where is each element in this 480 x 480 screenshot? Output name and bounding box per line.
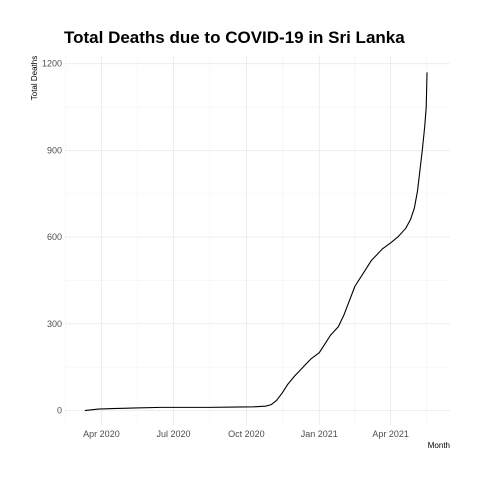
x-tick-label: Jul 2020 xyxy=(157,429,191,439)
major-gridlines xyxy=(65,55,450,425)
y-axis-title: Total Deaths xyxy=(30,56,39,100)
x-tick-label: Apr 2020 xyxy=(83,429,120,439)
y-axis-tick-labels: 0 300 600 900 1200 xyxy=(42,59,62,416)
x-axis-title: Month xyxy=(428,441,450,450)
y-tick-label: 0 xyxy=(57,406,62,416)
x-tick-label: Oct 2020 xyxy=(228,429,265,439)
y-tick-label: 1200 xyxy=(42,59,62,69)
y-tick-label: 900 xyxy=(47,145,62,155)
x-tick-label: Jan 2021 xyxy=(301,429,338,439)
y-tick-label: 600 xyxy=(47,232,62,242)
series-group xyxy=(84,72,428,412)
minor-gridlines xyxy=(65,55,450,425)
series-line xyxy=(84,72,428,412)
x-axis-tick-labels: Apr 2020 Jul 2020 Oct 2020 Jan 2021 Apr 2021 xyxy=(83,429,409,439)
chart-title: Total Deaths due to COVID-19 in Sri Lank… xyxy=(64,28,405,47)
x-tick-label: Apr 2021 xyxy=(372,429,409,439)
y-tick-label: 300 xyxy=(47,319,62,329)
